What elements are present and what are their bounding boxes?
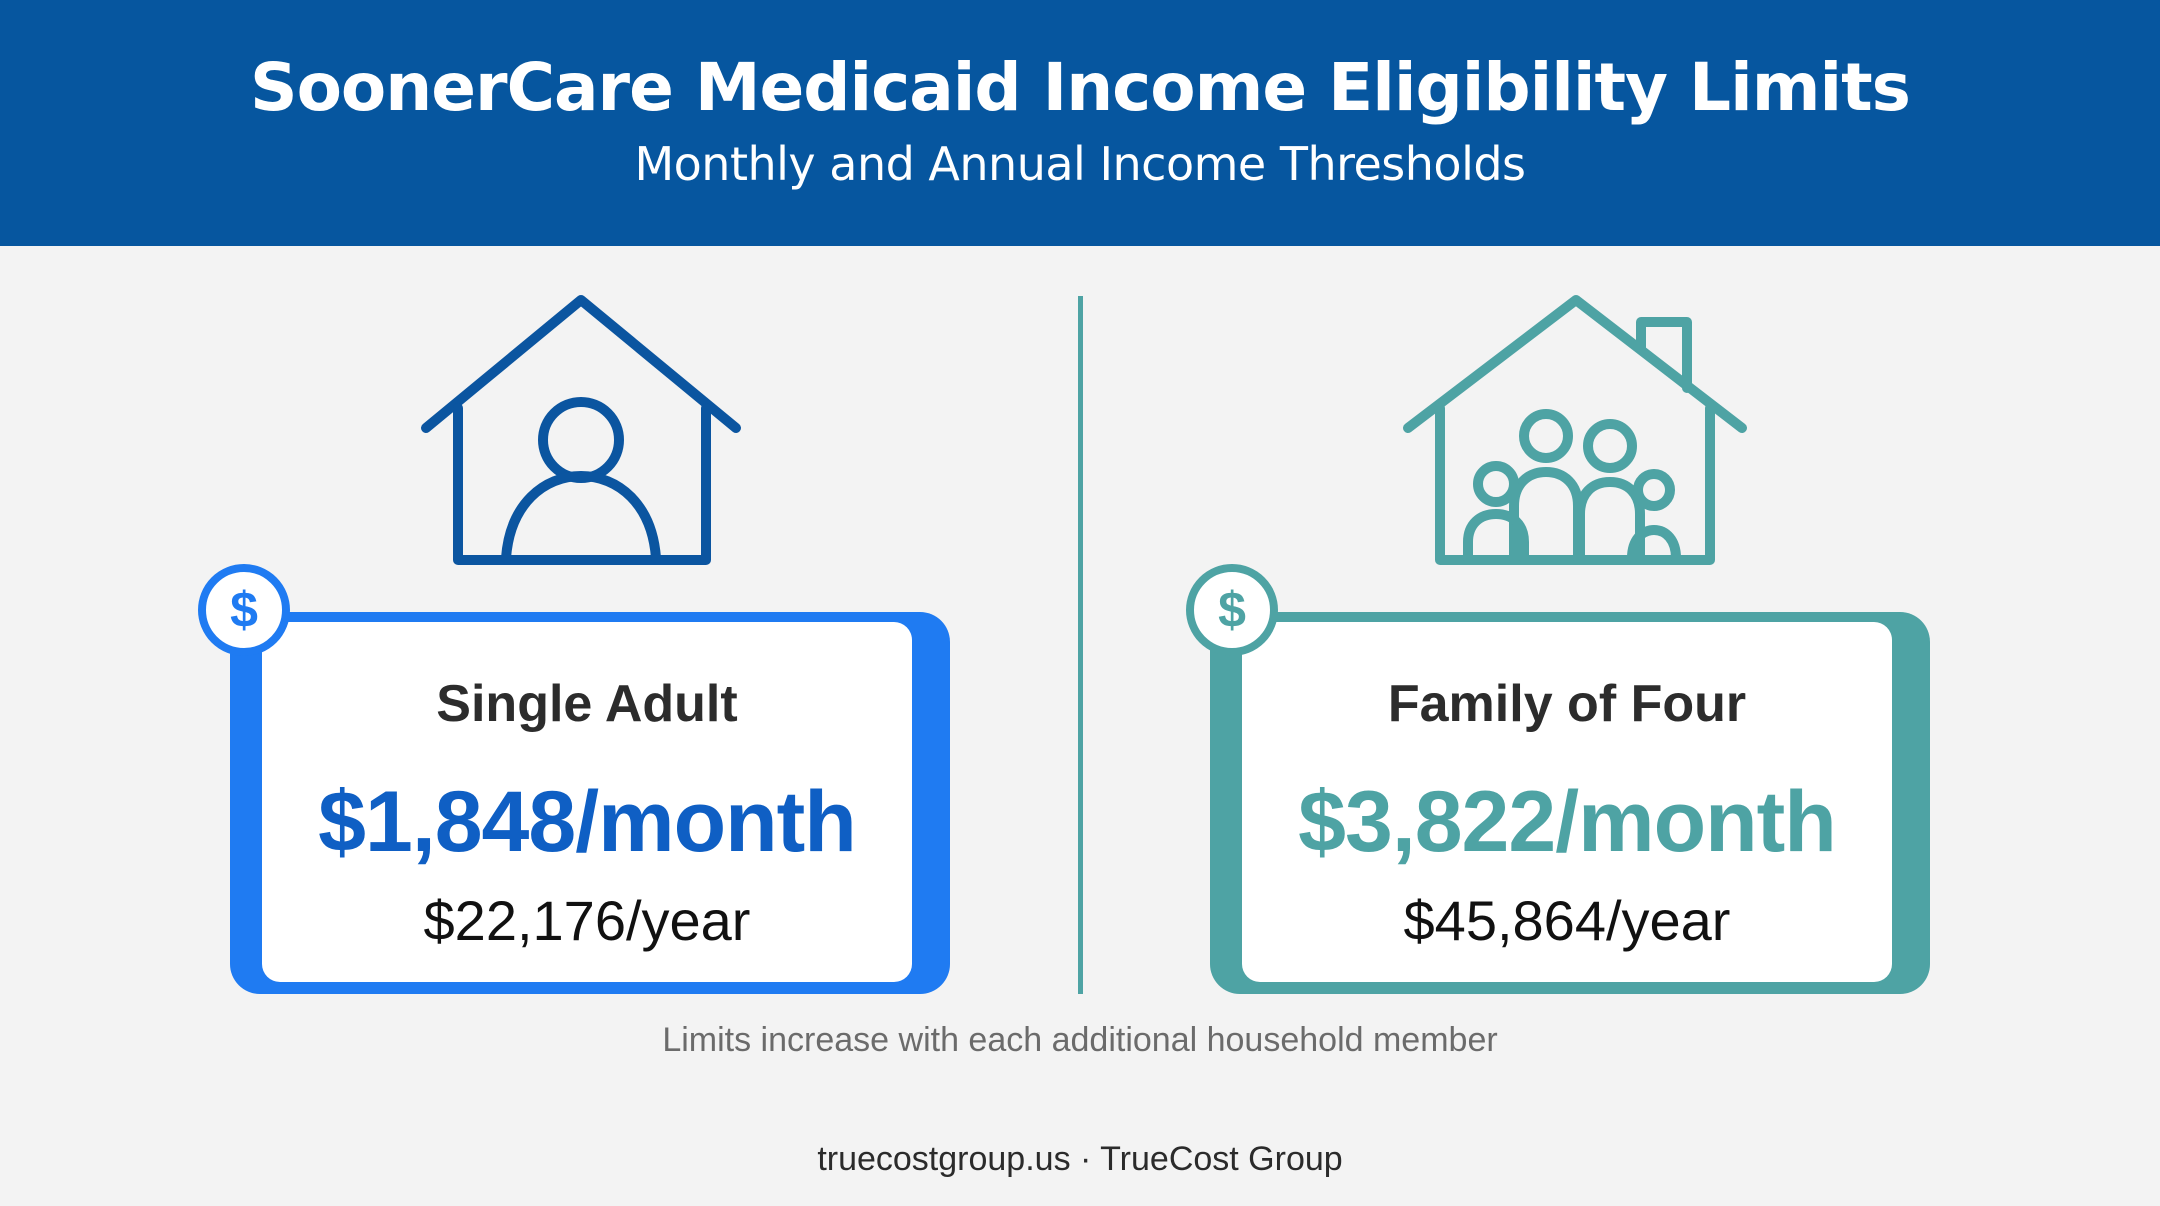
card-content: Family of Four $3,822/month $45,864/year: [1242, 622, 1892, 982]
house-single-person-icon: [421, 295, 741, 565]
house-family-icon: [1403, 295, 1747, 565]
annual-limit: $45,864/year: [1403, 889, 1731, 952]
badge-symbol: $: [1218, 582, 1246, 638]
header-banner: SoonerCare Medicaid Income Eligibility L…: [0, 0, 2160, 246]
single-adult-card: Single Adult $1,848/month $22,176/year: [230, 612, 950, 994]
family-of-four-card: Family of Four $3,822/month $45,864/year: [1210, 612, 1930, 994]
monthly-limit: $3,822/month: [1298, 774, 1837, 870]
card-label: Family of Four: [1387, 675, 1747, 733]
page-subtitle: Monthly and Annual Income Thresholds: [634, 137, 1526, 191]
dollar-badge-icon: $: [198, 564, 290, 656]
badge-symbol: $: [230, 582, 258, 638]
footer-credit: truecostgroup.us · TrueCost Group: [817, 1140, 1343, 1178]
card-content: Single Adult $1,848/month $22,176/year: [262, 622, 912, 982]
monthly-limit: $1,848/month: [318, 774, 857, 870]
card-label: Single Adult: [436, 675, 738, 733]
dollar-badge-icon: $: [1186, 564, 1278, 656]
annual-limit: $22,176/year: [423, 889, 751, 952]
center-divider: [1078, 296, 1083, 994]
page-title: SoonerCare Medicaid Income Eligibility L…: [250, 49, 1911, 126]
footnote: Limits increase with each additional hou…: [662, 1021, 1498, 1059]
